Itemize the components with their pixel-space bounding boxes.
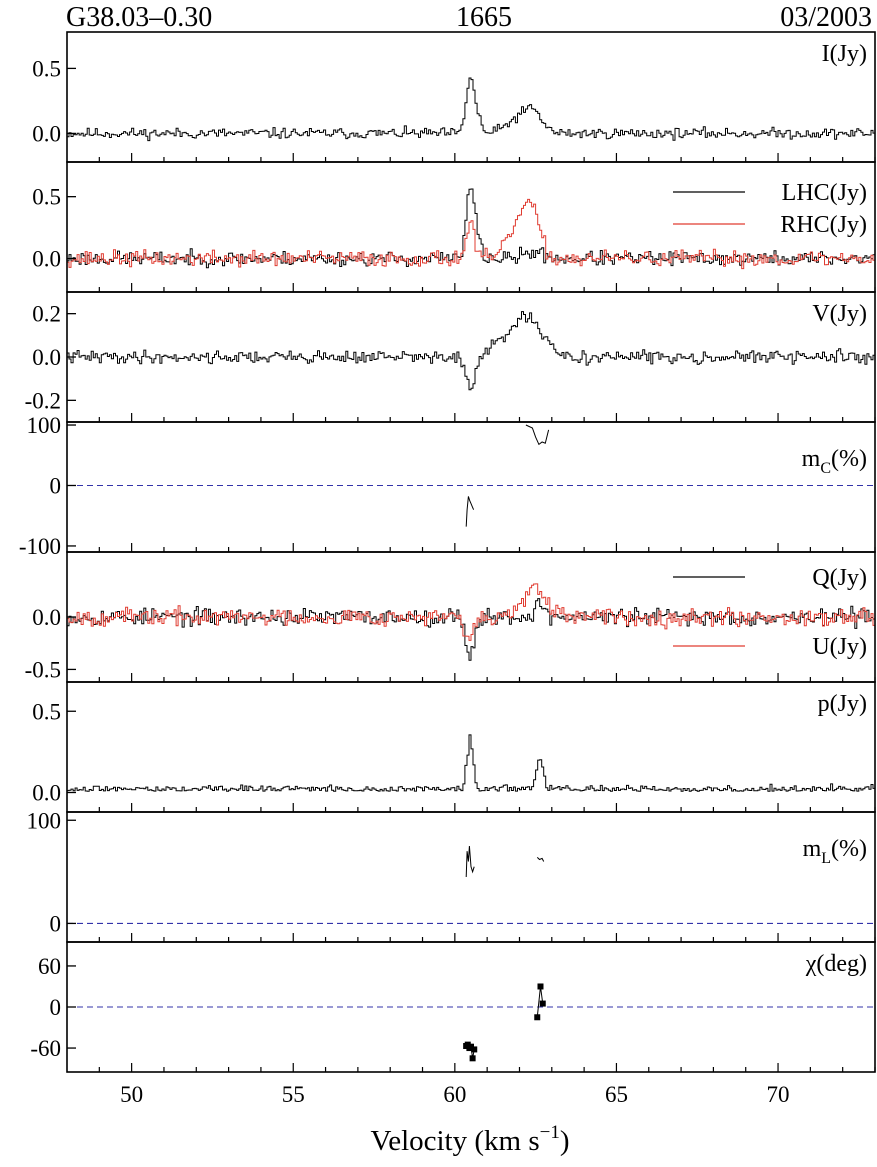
x-axis-title-sup: −1	[540, 1122, 560, 1143]
panel-label: χ(deg)	[805, 951, 867, 977]
series-p-jy-	[67, 734, 876, 792]
panel-label-main: m	[802, 446, 821, 472]
y-tick-label: 60	[38, 954, 61, 979]
y-tick-label: 0.2	[32, 302, 61, 327]
series-i-jy-	[67, 77, 876, 142]
chi-point-8	[539, 1000, 546, 1007]
series-q-jy-	[67, 598, 876, 661]
panel-frame	[66, 811, 876, 943]
legend-label: LHC(Jy)	[782, 180, 867, 206]
y-tick-label: 0.0	[32, 121, 61, 146]
panel-frame	[66, 421, 876, 553]
panel-p: 0.0 0.5 p(Jy)	[32, 681, 876, 813]
chi-connector	[465, 986, 544, 1059]
y-tick-label: -100	[19, 534, 61, 559]
line-title: 1665	[456, 2, 512, 33]
chi-point-4	[469, 1055, 476, 1062]
y-tick-label: 0.0	[32, 781, 61, 806]
panel-label-sub: L	[821, 850, 831, 867]
chi-point-3	[468, 1043, 474, 1050]
x-axis-title-close: )	[560, 1125, 570, 1157]
chi-point-7	[537, 983, 544, 990]
panel-label: V(Jy)	[812, 301, 867, 327]
y-tick-label: 0	[50, 911, 62, 936]
panel-label: mL(%)	[803, 836, 867, 867]
x-tick-label: 60	[443, 1082, 466, 1107]
x-tick-label: 50	[120, 1082, 143, 1107]
panel-label-sub: C	[820, 460, 831, 477]
panel-label: p(Jy)	[818, 691, 867, 717]
chi-point-5	[471, 1046, 478, 1053]
series-u-jy-	[67, 583, 876, 641]
panel-LR: 0.0 0.5 LHC(Jy) RHC(Jy)	[32, 161, 876, 293]
source-title: G38.03–0.30	[66, 2, 212, 33]
panel-label-close: (%)	[831, 836, 867, 862]
legend-label: U(Jy)	[812, 634, 867, 660]
y-tick-label: 0.0	[32, 247, 61, 272]
panel-mL: 0 100 mL(%)	[27, 808, 876, 943]
y-tick-label: 100	[27, 808, 62, 833]
panel-label-close: (%)	[831, 446, 867, 472]
panel-I: 0.0 0.5 I(Jy)	[32, 31, 876, 163]
y-tick-label: 0.0	[32, 345, 61, 370]
panel-label-main: m	[803, 836, 822, 862]
x-tick-label: 65	[605, 1082, 628, 1107]
series-mc-low	[465, 496, 475, 527]
y-tick-label: 0.5	[32, 699, 61, 724]
y-tick-label: -0.2	[25, 388, 61, 413]
y-tick-label: -0.5	[25, 657, 61, 682]
series-ml-low	[465, 845, 475, 878]
y-tick-label: 0	[50, 995, 62, 1020]
epoch-title: 03/2003	[780, 2, 872, 33]
x-axis-title: Velocity (km s−1)	[370, 1122, 569, 1157]
y-tick-label: 0	[50, 473, 62, 498]
series-v-jy-	[67, 311, 876, 391]
x-tick-label: 70	[767, 1082, 790, 1107]
series-ml-high	[536, 857, 545, 862]
y-tick-label: 100	[27, 413, 62, 438]
panel-mc: -100 0 100 mC(%)	[19, 413, 876, 559]
y-tick-label: 0.5	[32, 56, 61, 81]
y-tick-label: 0.5	[32, 185, 61, 210]
panel-label: I(Jy)	[822, 41, 867, 67]
panel-frame	[66, 161, 876, 293]
x-axis-title-main: Velocity (km s	[370, 1125, 539, 1157]
panel-label: mC(%)	[802, 446, 867, 477]
legend-label: RHC(Jy)	[780, 212, 867, 238]
legend-label: Q(Jy)	[812, 565, 867, 591]
series-rhc-jy-	[67, 198, 876, 270]
chi-point-1	[464, 1041, 471, 1048]
panel-frame	[66, 31, 876, 163]
x-tick-label: 55	[282, 1082, 305, 1107]
series-mc-high	[525, 424, 550, 446]
panel-chi: -60 0 60 χ(deg)	[30, 941, 876, 1073]
panel-QU: -0.5 0.0 Q(Jy) U(Jy)	[25, 551, 876, 683]
panel-V: -0.2 0.0 0.2 V(Jy)	[25, 291, 876, 423]
chi-point-6	[534, 1014, 541, 1021]
y-tick-label: 0.0	[32, 605, 61, 630]
y-tick-label: -60	[30, 1036, 61, 1061]
panels-group: 0.00.5I(Jy)0.00.5 LHC(Jy)RHC(Jy)-0.20.00.…	[19, 31, 876, 1107]
